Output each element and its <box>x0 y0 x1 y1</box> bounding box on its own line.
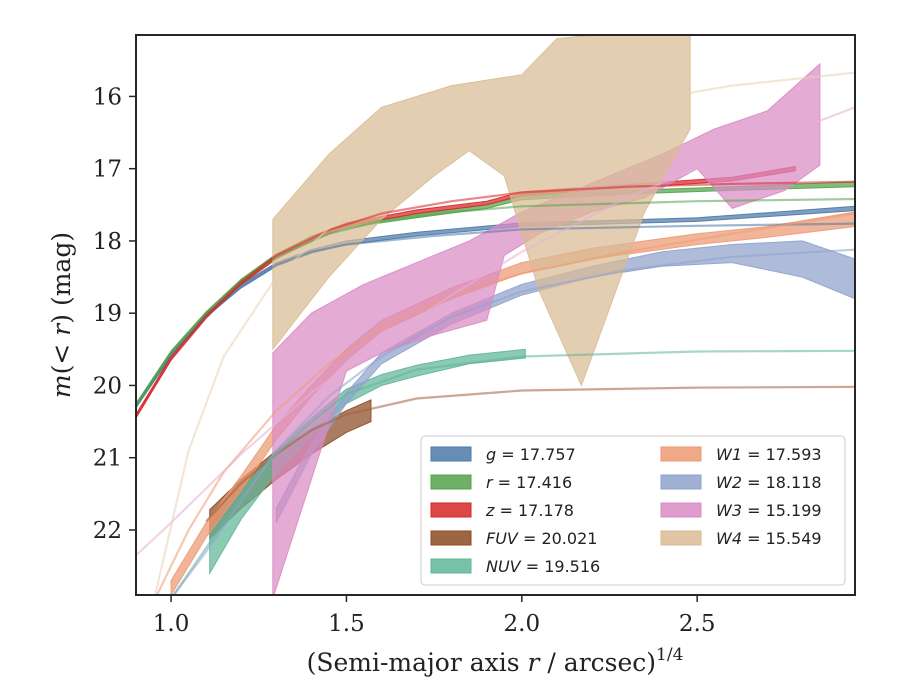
model-curve-w4 <box>154 71 855 595</box>
legend: g = 17.757 r = 17.416 z = 17.178 FUV = 20.0… <box>420 435 846 586</box>
y-tick-label: 16 <box>93 84 122 110</box>
legend-label-w2: W2 = 18.118 <box>716 473 822 492</box>
y-tick-label: 22 <box>93 518 122 544</box>
x-tick-label: 1.5 <box>328 611 365 637</box>
y-tick-label: 19 <box>93 301 122 327</box>
y-axis-title-part-1: (< <box>47 336 76 375</box>
legend-swatch-fuv <box>430 530 472 546</box>
legend-swatch-w1 <box>660 446 702 462</box>
model-curve-nuv <box>172 349 855 595</box>
y-axis-title: m(< r) (mag) <box>47 232 76 398</box>
band-w4 <box>272 35 691 387</box>
y-axis-title-symbol: m <box>47 374 76 398</box>
y-axis-title-part-2: ) (mag) <box>47 232 76 324</box>
y-tick-label: 21 <box>93 446 122 472</box>
legend-label-nuv: NUV = 19.516 <box>486 557 600 576</box>
model-curve-w2 <box>172 248 855 595</box>
legend-label-g: g = 17.757 <box>486 445 576 464</box>
model-curve-fuv <box>205 385 855 523</box>
plot-frame <box>135 34 856 596</box>
model-curve-z <box>136 180 855 417</box>
legend-label-w3: W3 = 15.199 <box>716 501 822 520</box>
x-tick-label: 1.0 <box>153 611 190 637</box>
x-axis-title-symbol: r <box>528 648 542 677</box>
legend-swatch-z <box>430 502 472 518</box>
legend-swatch-g <box>430 446 472 462</box>
x-axis-title: (Semi-major axis r / arcsec)1/4 <box>307 645 684 677</box>
x-axis-title-part-1: (Semi-major axis <box>307 648 528 677</box>
legend-label-fuv: FUV = 20.021 <box>486 529 597 548</box>
legend-label-r: r = 17.416 <box>486 473 572 492</box>
legend-swatch-w3 <box>660 502 702 518</box>
legend-swatch-r <box>430 474 472 490</box>
y-axis-title-variable: r <box>47 322 76 336</box>
legend-swatch-w4 <box>660 530 702 546</box>
legend-swatch-w2 <box>660 474 702 490</box>
x-axis-title-part-2: / arcsec) <box>539 648 656 677</box>
legend-label-w1: W1 = 17.593 <box>716 445 822 464</box>
legend-box <box>420 435 846 586</box>
y-tick-label: 17 <box>93 157 122 183</box>
x-axis-ticks: 1.0 1.5 2.0 2.5 <box>153 595 716 637</box>
y-tick-label: 18 <box>93 229 122 255</box>
model-curves <box>136 71 855 595</box>
x-tick-label: 2.5 <box>679 611 716 637</box>
legend-swatch-nuv <box>430 558 472 574</box>
legend-label-z: z = 17.178 <box>485 501 574 520</box>
y-tick-label: 20 <box>93 373 122 399</box>
y-axis-ticks: 16 17 18 19 20 21 22 <box>93 84 136 544</box>
x-tick-label: 2.0 <box>504 611 541 637</box>
model-curve-r <box>136 197 855 407</box>
x-axis-title-superscript: 1/4 <box>656 645 683 665</box>
data-bands <box>136 35 855 595</box>
model-curve-w1 <box>155 212 855 595</box>
legend-label-w4: W4 = 15.549 <box>716 529 822 548</box>
model-curve-w3 <box>136 106 855 557</box>
